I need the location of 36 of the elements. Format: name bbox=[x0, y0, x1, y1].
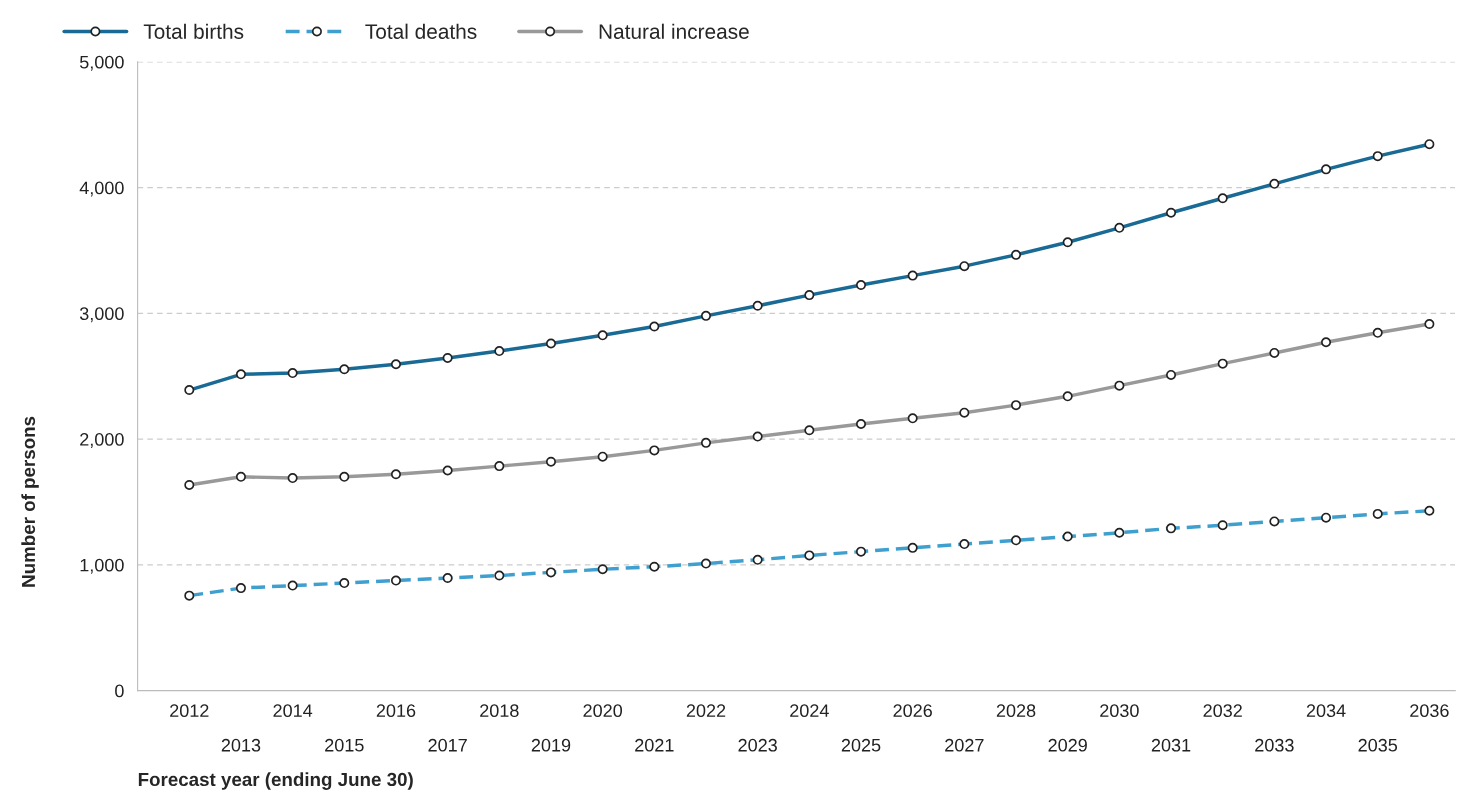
x-tick-label: 2023 bbox=[738, 738, 777, 752]
x-tick-label: 2014 bbox=[273, 704, 313, 718]
x-tick-label: 2028 bbox=[996, 704, 1036, 718]
x-tick-label: 2016 bbox=[376, 704, 416, 718]
x-tick-label: 2036 bbox=[1410, 704, 1449, 718]
x-tick-label: 2013 bbox=[221, 738, 261, 752]
x-tick-label: 2019 bbox=[531, 738, 571, 752]
legend-label: Natural increase bbox=[599, 23, 749, 39]
x-tick-label: 2035 bbox=[1358, 738, 1398, 752]
legend-label: Total deaths bbox=[365, 23, 477, 39]
x-tick-label: 2034 bbox=[1306, 704, 1346, 718]
x-tick-label: 2020 bbox=[583, 704, 623, 718]
x-tick-label: 2026 bbox=[893, 704, 932, 718]
x-axis-title: Forecast year (ending June 30) bbox=[138, 772, 413, 790]
x-tick-label: 2031 bbox=[1151, 738, 1191, 752]
x-tick-label: 2030 bbox=[1100, 704, 1139, 718]
x-tick-label: 2021 bbox=[635, 738, 674, 752]
y-tick-label: 3,000 bbox=[79, 307, 124, 323]
x-tick-label: 2012 bbox=[170, 704, 209, 718]
x-tick-label: 2015 bbox=[325, 738, 364, 752]
x-tick-label: 2033 bbox=[1255, 738, 1294, 752]
x-tick-label: 2029 bbox=[1048, 738, 1087, 752]
x-tick-label: 2027 bbox=[945, 738, 984, 752]
x-tick-label: 2022 bbox=[686, 704, 726, 718]
y-tick-label: 5,000 bbox=[79, 55, 124, 71]
x-tick-label: 2025 bbox=[841, 738, 881, 752]
y-tick-label: 1,000 bbox=[80, 558, 124, 574]
legend-label: Total births bbox=[143, 23, 244, 39]
y-tick-label: 2,000 bbox=[80, 433, 124, 448]
x-tick-label: 2032 bbox=[1203, 704, 1242, 718]
x-tick-label: 2018 bbox=[480, 704, 519, 718]
y-tick-label: 4,000 bbox=[79, 181, 124, 197]
y-tick-label: 0 bbox=[115, 684, 124, 698]
x-tick-label: 2017 bbox=[428, 738, 467, 752]
x-tick-label: 2024 bbox=[790, 704, 829, 718]
y-axis-title: Number of persons bbox=[21, 416, 39, 587]
